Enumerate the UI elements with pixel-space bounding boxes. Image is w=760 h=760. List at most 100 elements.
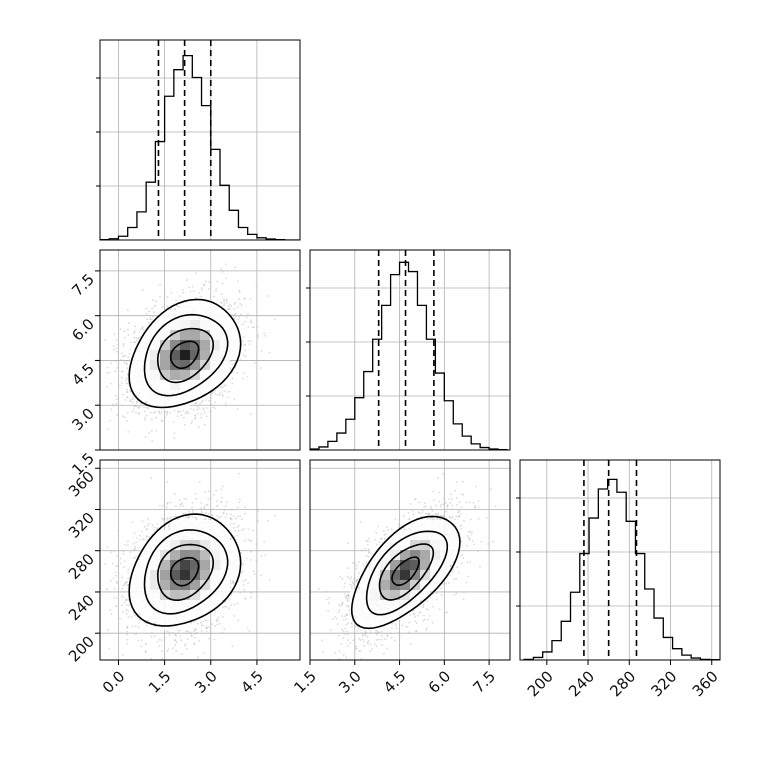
sample-point	[215, 489, 218, 492]
sample-point	[161, 517, 163, 520]
sample-point	[161, 306, 164, 308]
density-cell	[200, 380, 210, 390]
sample-point	[257, 520, 259, 523]
sample-point	[121, 588, 124, 590]
panel-frame	[519, 459, 721, 661]
sample-point	[108, 371, 111, 374]
sample-point	[127, 616, 130, 618]
sample-point	[229, 586, 232, 589]
sample-point	[236, 408, 239, 410]
sample-point	[241, 323, 244, 326]
sample-point	[166, 630, 169, 633]
sample-point	[208, 281, 211, 283]
sample-point	[125, 584, 128, 587]
density-cell	[160, 310, 170, 320]
sample-point	[211, 391, 214, 394]
sample-point	[139, 698, 141, 700]
density-cell	[180, 380, 190, 390]
sample-point	[122, 553, 125, 555]
sample-point	[244, 349, 247, 352]
sample-point	[200, 413, 203, 416]
sample-point	[106, 385, 108, 388]
density-cell	[220, 340, 230, 350]
density-cell	[210, 310, 220, 320]
sample-point	[123, 359, 125, 362]
sample-point	[252, 326, 254, 329]
sample-point	[124, 354, 127, 357]
sample-point	[225, 302, 228, 304]
sample-point	[115, 597, 118, 600]
sample-point	[252, 529, 254, 532]
sample-point	[115, 360, 118, 362]
sample-point	[176, 415, 179, 418]
sample-point	[136, 337, 139, 340]
sample-point	[238, 316, 241, 318]
contour-level-0	[169, 340, 200, 370]
density-cell	[170, 380, 180, 390]
sample-point	[116, 351, 118, 353]
sample-point	[140, 402, 143, 405]
sample-point	[110, 408, 113, 411]
sample-point	[263, 332, 266, 335]
sample-point	[116, 414, 119, 416]
density-cell	[140, 340, 150, 350]
sample-point	[193, 620, 196, 623]
sample-point	[152, 316, 155, 318]
sample-point	[183, 423, 186, 426]
density-cell	[200, 320, 210, 330]
sample-point	[200, 401, 203, 404]
sample-point	[129, 400, 132, 403]
sample-point	[151, 440, 154, 442]
sample-point	[222, 298, 225, 301]
sample-point	[133, 336, 135, 339]
sample-point	[121, 352, 123, 355]
sample-point	[186, 638, 189, 641]
sample-point	[179, 505, 182, 508]
sample-point	[233, 303, 236, 305]
sample-point	[187, 516, 190, 519]
sample-point	[161, 650, 164, 653]
sample-point	[244, 355, 247, 358]
sample-point	[152, 311, 155, 313]
density-cell	[210, 340, 220, 350]
sample-point	[163, 637, 166, 640]
sample-point	[199, 403, 202, 405]
density-cell	[160, 370, 170, 380]
sample-point	[128, 353, 131, 355]
density-cell	[220, 310, 230, 320]
sample-point	[239, 591, 241, 594]
sample-point	[242, 336, 245, 338]
sample-point	[245, 557, 248, 560]
sample-point	[164, 411, 167, 413]
sample-point	[136, 339, 138, 342]
sample-point	[224, 263, 227, 266]
sample-point	[122, 584, 125, 587]
density-cell	[200, 310, 210, 320]
sample-point	[205, 415, 208, 418]
sample-point	[187, 412, 190, 415]
sample-point	[115, 402, 118, 405]
sample-point	[150, 430, 153, 432]
sample-point	[247, 326, 250, 328]
sample-point	[255, 285, 258, 287]
sample-point	[220, 386, 223, 388]
sample-point	[182, 291, 185, 294]
sample-point	[238, 291, 241, 294]
density-cell	[230, 320, 240, 330]
sample-point	[223, 390, 226, 392]
sample-point	[232, 316, 235, 318]
sample-point	[243, 539, 246, 542]
sample-point	[247, 528, 250, 531]
sample-point	[203, 283, 205, 286]
sample-point	[132, 542, 135, 545]
density-cell	[140, 380, 150, 390]
sample-point	[109, 419, 112, 422]
sample-point	[154, 411, 156, 413]
sample-point	[151, 307, 154, 310]
sample-point	[131, 521, 134, 523]
sample-point	[257, 334, 259, 336]
sample-point	[145, 312, 148, 315]
density-cell	[210, 360, 220, 370]
sample-point	[135, 337, 138, 340]
